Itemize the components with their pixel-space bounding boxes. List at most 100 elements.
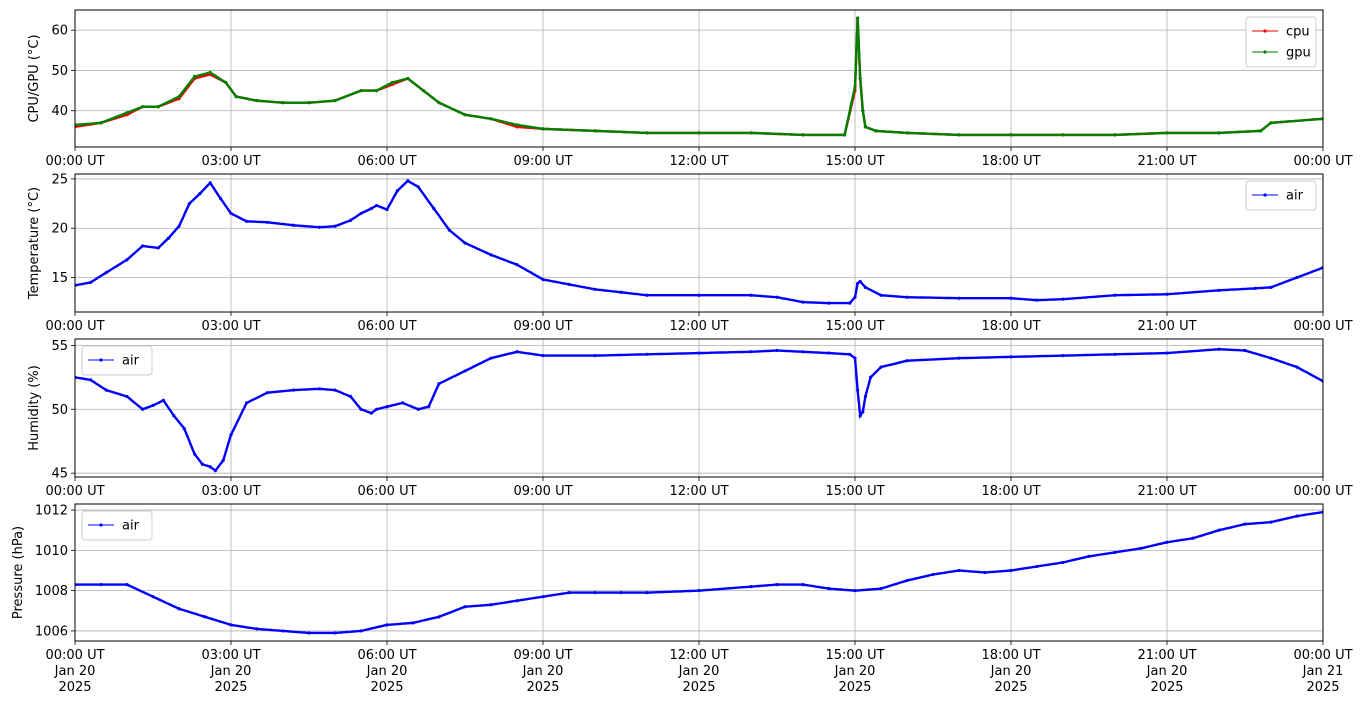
x-tick-label: Jan 20: [366, 664, 408, 679]
x-tick-label: 18:00 UT: [981, 648, 1040, 663]
legend: air: [81, 345, 153, 376]
data-point-air: [463, 241, 467, 245]
legend-box: [81, 345, 153, 376]
x-tick-label: 21:00 UT: [1137, 154, 1196, 169]
x-tick-label: 06:00 UT: [357, 648, 416, 663]
data-point-air: [104, 270, 108, 275]
data-point-air: [193, 452, 197, 456]
data-point-air: [515, 350, 519, 354]
y-tick-label: 55: [51, 339, 68, 354]
data-point-air: [416, 185, 420, 189]
data-point-air: [203, 615, 207, 619]
data-point-gpu: [281, 101, 285, 105]
legend-marker-air: [1263, 193, 1267, 197]
data-point-air: [395, 189, 399, 193]
x-tick-label: Jan 20: [210, 664, 252, 679]
data-point-air: [1295, 365, 1299, 369]
data-point-air: [427, 405, 431, 409]
data-point-air: [869, 375, 873, 379]
x-tick-label: 2025: [1306, 680, 1339, 695]
legend-marker-air: [99, 358, 103, 362]
data-point-air: [1165, 351, 1169, 355]
data-point-air: [307, 631, 311, 635]
x-tick-label: 2025: [994, 680, 1027, 695]
data-point-air: [848, 352, 852, 356]
data-point-air: [359, 211, 363, 216]
data-point-air: [265, 220, 269, 224]
x-tick-label: 09:00 UT: [513, 648, 572, 663]
data-point-air: [775, 295, 779, 299]
data-point-air: [200, 462, 204, 466]
data-point-air: [208, 465, 212, 469]
x-tick-label: 09:00 UT: [513, 154, 572, 169]
data-point-air: [541, 277, 545, 282]
legend-box: [81, 510, 153, 541]
data-point-air: [349, 394, 353, 399]
x-tick-label: 12:00 UT: [669, 648, 728, 663]
data-point-air: [645, 591, 649, 595]
data-point-air: [89, 378, 93, 382]
y-tick-label: 15: [51, 271, 68, 286]
data-point-air: [208, 181, 212, 185]
data-point-air: [1269, 285, 1273, 289]
x-tick-label: 15:00 UT: [825, 319, 884, 334]
x-tick-label: 15:00 UT: [825, 154, 884, 169]
data-point-gpu: [255, 99, 259, 103]
y-axis-label: Humidity (%): [27, 365, 42, 451]
data-point-gpu: [593, 129, 597, 133]
data-point-air: [905, 295, 909, 299]
data-point-air: [229, 211, 233, 216]
legend-box: [1245, 16, 1317, 68]
data-point-air: [775, 582, 779, 587]
data-point-air: [141, 244, 145, 248]
data-point-air: [905, 359, 909, 363]
data-point-air: [957, 568, 961, 573]
x-tick-label: 2025: [1150, 680, 1183, 695]
data-point-air: [369, 206, 373, 211]
data-point-air: [1035, 564, 1039, 569]
data-point-air: [369, 411, 373, 415]
data-point-air: [619, 591, 623, 595]
data-point-air: [905, 578, 909, 583]
data-point-gpu: [905, 131, 909, 135]
data-point-gpu: [1217, 131, 1221, 135]
y-axis-label: Pressure (hPa): [11, 526, 26, 619]
data-point-air: [879, 293, 883, 297]
data-point-air: [151, 595, 155, 599]
data-point-gpu: [1061, 133, 1065, 137]
data-point-air: [385, 405, 389, 409]
data-point-gpu: [193, 74, 197, 79]
data-point-air: [1061, 560, 1065, 565]
x-tick-label: Jan 21: [1302, 664, 1344, 679]
x-tick-label: 21:00 UT: [1137, 319, 1196, 334]
data-point-air: [1035, 298, 1039, 302]
data-point-air: [749, 350, 753, 354]
data-point-gpu: [843, 133, 847, 137]
data-point-gpu: [99, 121, 103, 125]
x-tick-label: 03:00 UT: [201, 154, 260, 169]
data-point-gpu: [141, 105, 145, 109]
legend-label-cpu: cpu: [1286, 25, 1310, 40]
data-point-air: [1253, 286, 1257, 290]
data-point-air: [1139, 546, 1143, 550]
data-point-gpu: [874, 129, 878, 133]
x-tick-label: Jan 20: [522, 664, 564, 679]
data-point-gpu: [333, 99, 337, 103]
x-tick-label: Jan 20: [990, 664, 1032, 679]
data-point-air: [167, 236, 171, 240]
x-tick-label: 03:00 UT: [201, 648, 260, 663]
data-point-air: [541, 595, 545, 599]
data-point-gpu: [1113, 133, 1117, 137]
data-point-gpu: [375, 88, 379, 93]
x-tick-label: 2025: [214, 680, 247, 695]
data-point-air: [749, 585, 753, 589]
data-point-air: [151, 403, 155, 408]
data-point-air: [879, 365, 883, 369]
data-point-air: [291, 388, 295, 392]
data-point-air: [385, 207, 389, 212]
data-point-air: [125, 258, 129, 262]
data-point-air: [125, 582, 129, 587]
data-point-air: [593, 354, 597, 358]
data-point-air: [1269, 520, 1273, 524]
data-point-air: [375, 203, 379, 208]
